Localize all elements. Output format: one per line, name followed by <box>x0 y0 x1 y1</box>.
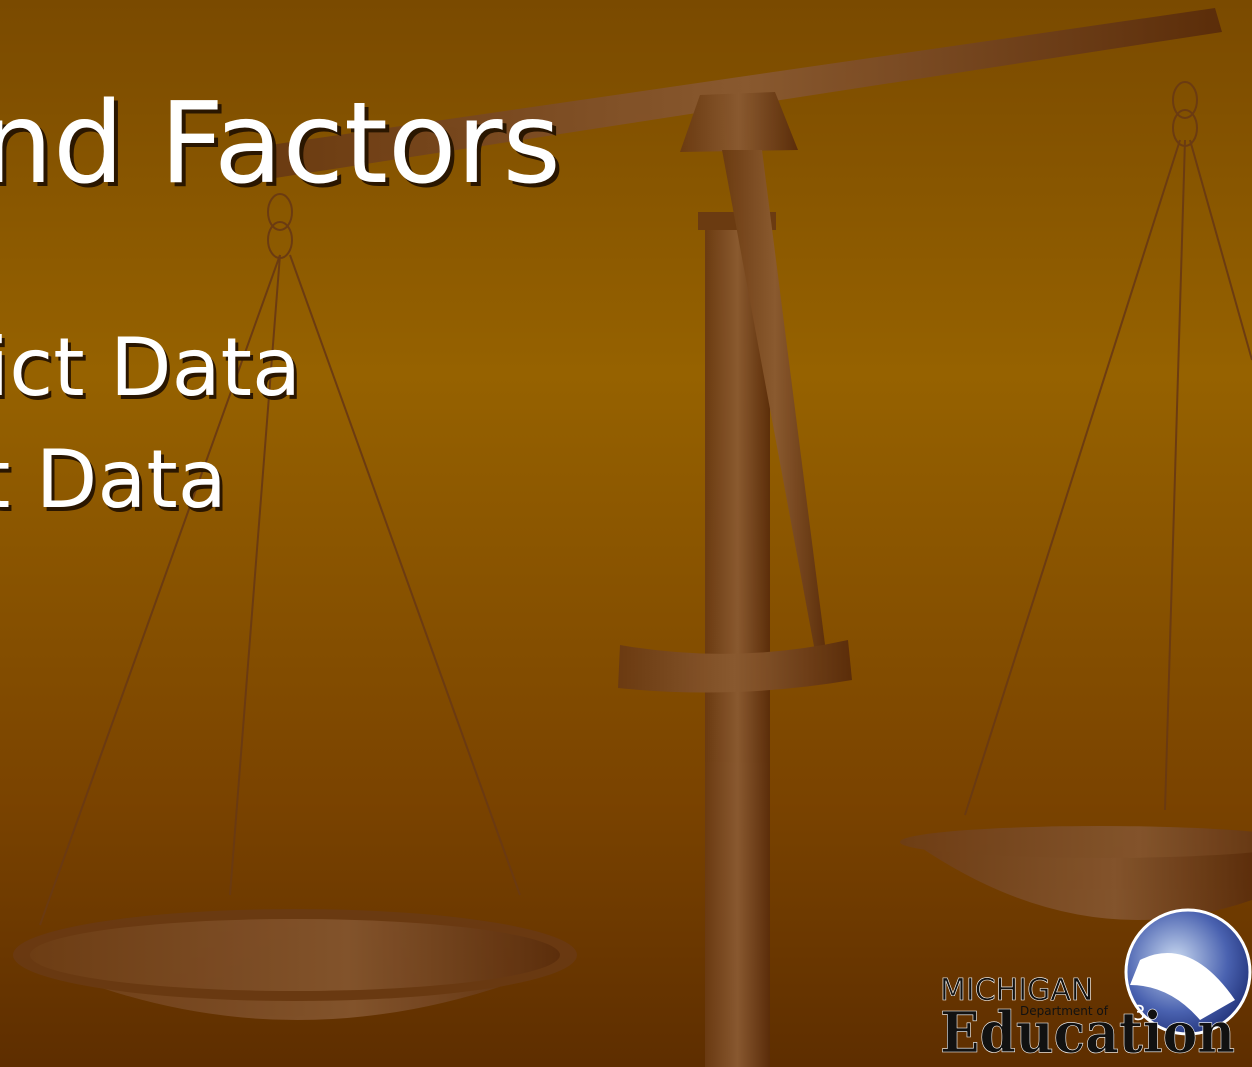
logo-name: Education <box>940 1000 1235 1066</box>
title: nd Factors nd Factors <box>0 79 565 213</box>
bullet: t Data <box>0 433 227 526</box>
title-text: nd Factors <box>0 79 561 209</box>
slide: nd Factors nd Factors ict Data ict Data … <box>0 0 1252 1067</box>
bullet: ict Data <box>0 321 301 414</box>
